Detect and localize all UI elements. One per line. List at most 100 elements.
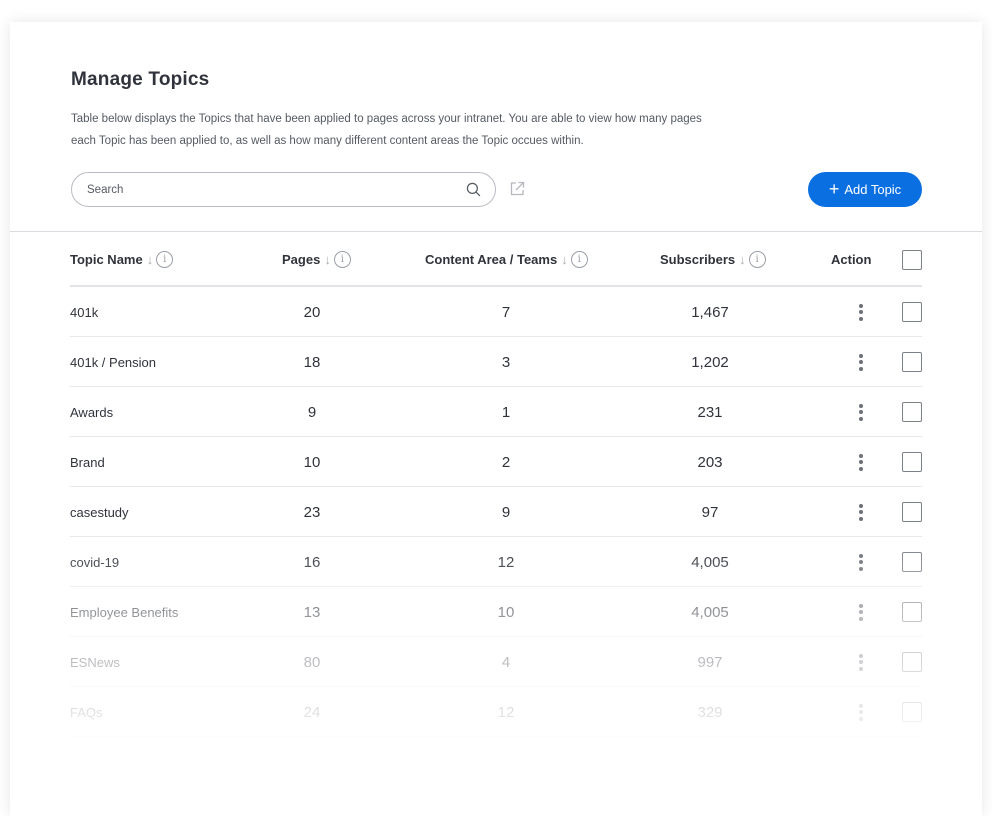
info-icon[interactable]: i xyxy=(570,251,588,268)
page-description: Table below displays the Topics that hav… xyxy=(71,113,702,147)
row-action-menu[interactable] xyxy=(851,387,871,437)
content-area-count: 1 xyxy=(501,403,511,421)
topic-name[interactable]: 401k xyxy=(70,304,99,320)
topic-name[interactable]: FAQs xyxy=(70,704,103,720)
pages-count: 13 xyxy=(303,603,321,621)
column-label: Topic Name xyxy=(70,252,143,267)
topic-name[interactable]: casestudy xyxy=(70,504,129,520)
row-select-cell xyxy=(902,637,922,687)
more-vertical-icon[interactable] xyxy=(851,703,871,721)
row-checkbox[interactable] xyxy=(902,702,922,722)
column-label: Content Area / Teams xyxy=(425,252,558,267)
topic-name[interactable]: Brand xyxy=(70,454,105,470)
row-checkbox[interactable] xyxy=(902,352,922,372)
more-vertical-icon[interactable] xyxy=(851,503,871,521)
more-vertical-icon[interactable] xyxy=(851,553,871,571)
row-checkbox[interactable] xyxy=(902,302,922,322)
row-action-menu[interactable] xyxy=(851,587,871,637)
column-header-topic-name[interactable]: Topic Name ↓ i xyxy=(70,232,174,287)
search-icon[interactable] xyxy=(465,182,481,198)
sort-arrow-icon[interactable]: ↓ xyxy=(739,252,746,267)
external-link-icon[interactable] xyxy=(508,180,526,198)
more-vertical-icon[interactable] xyxy=(851,603,871,621)
info-icon[interactable]: i xyxy=(333,251,351,268)
row-action-menu[interactable] xyxy=(851,287,871,337)
row-select-cell xyxy=(902,487,922,537)
more-vertical-icon[interactable] xyxy=(851,453,871,471)
row-checkbox[interactable] xyxy=(902,602,922,622)
sort-arrow-icon[interactable]: ↓ xyxy=(561,252,568,267)
search-field[interactable] xyxy=(71,172,496,207)
select-all-checkbox[interactable] xyxy=(902,249,922,270)
topic-name[interactable]: Employee Benefits xyxy=(70,604,179,620)
subscribers-count: 97 xyxy=(701,503,719,521)
column-header-subscribers[interactable]: Subscribers ↓ i xyxy=(660,232,766,287)
add-topic-button[interactable]: + Add Topic xyxy=(808,172,922,207)
content-area-count: 9 xyxy=(501,503,511,521)
info-icon[interactable]: i xyxy=(156,251,174,268)
row-select-cell xyxy=(902,287,922,337)
more-vertical-icon[interactable] xyxy=(851,653,871,671)
subscribers-count: 1,467 xyxy=(691,303,729,321)
add-topic-label: Add Topic xyxy=(844,182,902,197)
page-header: Manage Topics Table below displays the T… xyxy=(10,22,982,232)
pages-count: 23 xyxy=(303,503,321,521)
table-row[interactable]: covid-19 16 12 4,005 xyxy=(70,537,922,587)
sort-arrow-icon[interactable]: ↓ xyxy=(324,252,331,267)
more-vertical-icon[interactable] xyxy=(851,303,871,321)
table-row[interactable]: 401k 20 7 1,467 xyxy=(70,287,922,337)
row-action-menu[interactable] xyxy=(851,687,871,737)
table-row[interactable]: casestudy 23 9 97 xyxy=(70,487,922,537)
content-area-count: 4 xyxy=(501,653,511,671)
pages-count: 16 xyxy=(303,553,321,571)
content-area-count: 12 xyxy=(497,553,515,571)
content-area-count: 3 xyxy=(501,353,511,371)
topic-name[interactable]: 401k / Pension xyxy=(70,354,157,370)
row-action-menu[interactable] xyxy=(851,637,871,687)
topic-name[interactable]: Awards xyxy=(70,404,114,420)
column-label: Pages xyxy=(282,252,321,267)
subscribers-count: 231 xyxy=(697,403,723,421)
pages-count: 10 xyxy=(303,453,321,471)
row-action-menu[interactable] xyxy=(851,437,871,487)
row-action-menu[interactable] xyxy=(851,337,871,387)
row-action-menu[interactable] xyxy=(851,537,871,587)
row-checkbox[interactable] xyxy=(902,652,922,672)
row-checkbox[interactable] xyxy=(902,552,922,572)
search-input[interactable] xyxy=(87,183,465,196)
table-row[interactable]: Employee Benefits 13 10 4,005 xyxy=(70,587,922,637)
content-area-count: 2 xyxy=(501,453,511,471)
pages-count: 18 xyxy=(303,353,321,371)
table-row[interactable]: 401k / Pension 18 3 1,202 xyxy=(70,337,922,387)
column-header-pages[interactable]: Pages ↓ i xyxy=(282,232,351,287)
pages-count: 80 xyxy=(303,653,321,671)
row-action-menu[interactable] xyxy=(851,487,871,537)
table-header: Topic Name ↓ i Pages ↓ i Content Area / … xyxy=(70,232,922,287)
table-row[interactable]: Awards 9 1 231 xyxy=(70,387,922,437)
row-select-cell xyxy=(902,437,922,487)
content-area-count: 10 xyxy=(497,603,515,621)
row-checkbox[interactable] xyxy=(902,402,922,422)
sort-arrow-icon[interactable]: ↓ xyxy=(146,252,154,267)
row-select-cell xyxy=(902,687,922,737)
page-title: Manage Topics xyxy=(71,69,210,90)
column-label: Action xyxy=(831,252,872,267)
more-vertical-icon[interactable] xyxy=(851,353,871,371)
table-row[interactable]: Brand 10 2 203 xyxy=(70,437,922,487)
table-row[interactable]: ESNews 80 4 997 xyxy=(70,637,922,687)
topic-name[interactable]: covid-19 xyxy=(70,554,120,570)
column-header-content-area[interactable]: Content Area / Teams ↓ i xyxy=(425,232,588,287)
topic-name[interactable]: ESNews xyxy=(70,654,120,670)
subscribers-count: 203 xyxy=(697,453,723,471)
subscribers-count: 4,005 xyxy=(691,603,729,621)
column-label: Subscribers xyxy=(660,252,736,267)
plus-icon: + xyxy=(828,178,840,199)
subscribers-count: 4,005 xyxy=(691,553,729,571)
row-checkbox[interactable] xyxy=(902,452,922,472)
info-icon[interactable]: i xyxy=(748,251,766,268)
more-vertical-icon[interactable] xyxy=(851,403,871,421)
manage-topics-card: Manage Topics Table below displays the T… xyxy=(10,22,982,816)
table-row[interactable]: FAQs 24 12 329 xyxy=(70,687,922,737)
subscribers-count: 1,202 xyxy=(691,353,729,371)
row-checkbox[interactable] xyxy=(902,502,922,522)
